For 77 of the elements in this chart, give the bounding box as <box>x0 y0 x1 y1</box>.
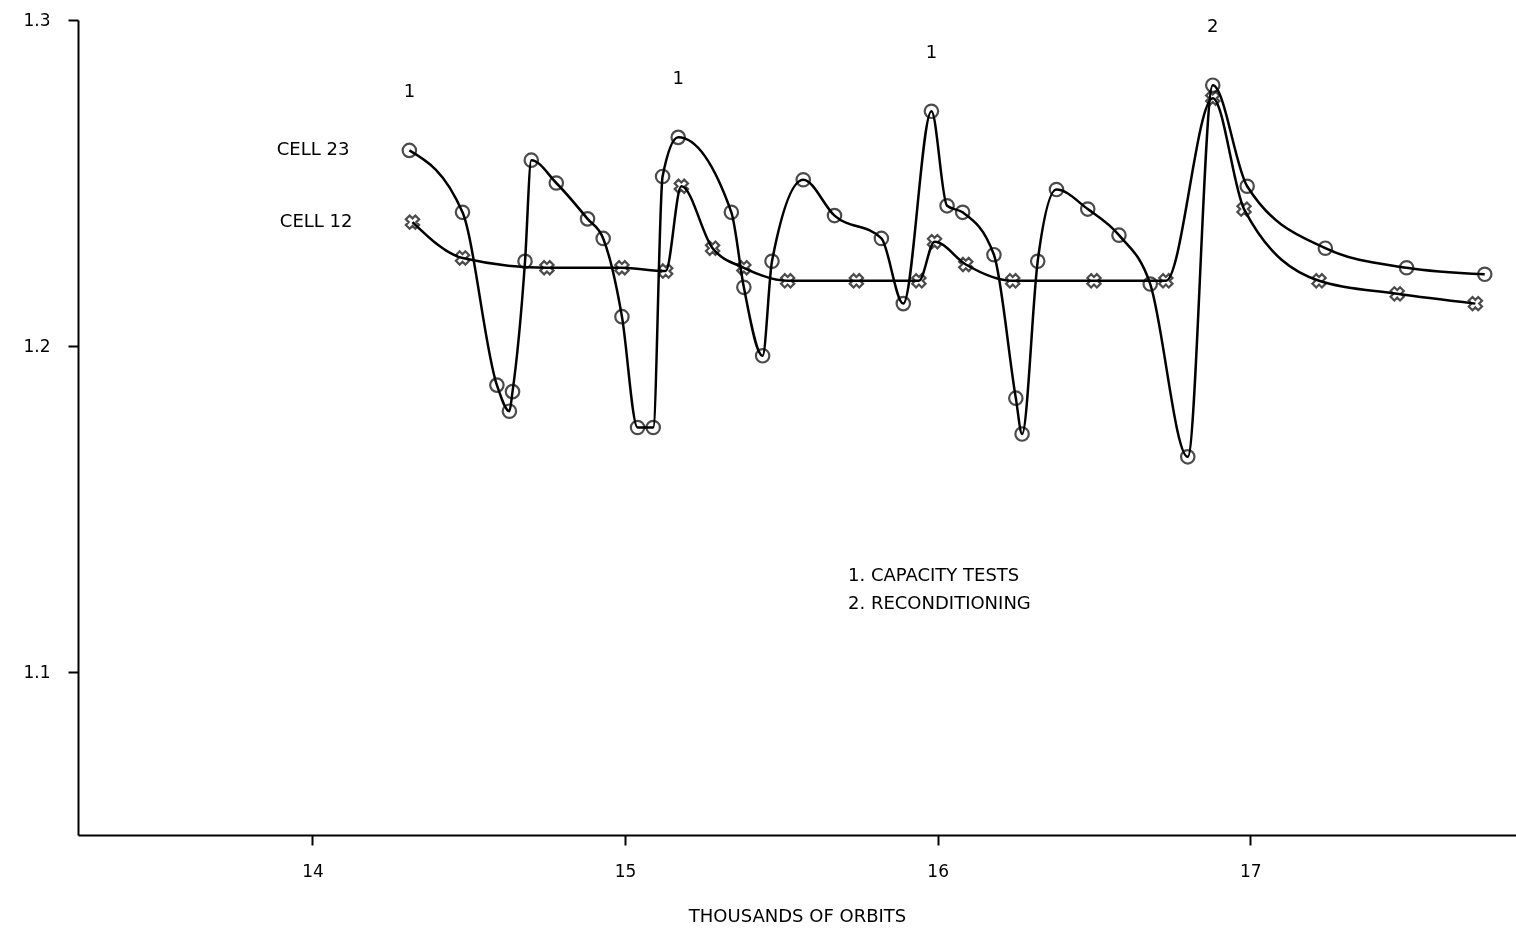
point <box>501 403 518 419</box>
annotation: 1 <box>925 41 938 63</box>
point <box>1239 178 1255 195</box>
point <box>1079 201 1096 217</box>
y-tick-label: 1.2 <box>23 335 51 356</box>
point <box>1236 201 1252 217</box>
point <box>764 253 780 270</box>
point <box>401 142 418 159</box>
point <box>614 260 630 276</box>
x-tick-label: 17 <box>1239 860 1262 881</box>
point <box>454 250 471 266</box>
point <box>548 175 565 191</box>
point <box>1179 449 1196 465</box>
point <box>629 419 646 436</box>
point <box>454 204 471 221</box>
point <box>986 246 1002 263</box>
point <box>517 253 533 270</box>
point <box>1398 259 1415 276</box>
point <box>504 383 521 400</box>
point <box>736 260 752 276</box>
point <box>1008 390 1024 406</box>
text: CELL 23 <box>276 138 350 160</box>
x-axis-title: THOUSANDS OF ORBITS <box>687 904 907 926</box>
point <box>595 230 611 247</box>
point <box>1048 181 1065 198</box>
point <box>1086 273 1102 289</box>
point <box>895 295 912 312</box>
point <box>1205 90 1221 106</box>
point <box>926 233 943 250</box>
point <box>754 347 771 364</box>
point <box>848 273 865 289</box>
annotation: 2. RECONDITIONING <box>848 592 1031 613</box>
point <box>795 171 812 188</box>
point <box>1142 276 1159 292</box>
point <box>673 178 690 194</box>
annotation: 1 <box>403 80 416 102</box>
point <box>779 273 796 289</box>
point <box>1158 273 1174 289</box>
point <box>1204 77 1221 93</box>
point <box>1111 227 1127 243</box>
annotation: 1. CAPACITY TESTS <box>848 564 1020 585</box>
x-tick-label: 14 <box>302 860 324 881</box>
point <box>523 152 540 168</box>
point <box>539 260 555 276</box>
y-tick-label: 1.3 <box>23 9 51 30</box>
point <box>911 273 927 289</box>
point <box>404 214 421 230</box>
point <box>1029 253 1046 270</box>
y-tick-label: 1.1 <box>23 661 51 682</box>
x-tick-label: 16 <box>927 860 949 881</box>
point <box>1317 240 1334 256</box>
point <box>923 103 940 120</box>
point <box>654 168 671 185</box>
point <box>736 279 752 296</box>
point <box>614 308 630 325</box>
point <box>1004 273 1021 289</box>
annotation: 2 <box>1207 15 1219 37</box>
point <box>1389 286 1405 302</box>
point <box>1014 426 1030 442</box>
point <box>1476 266 1493 283</box>
point <box>579 211 596 227</box>
point <box>1311 273 1327 289</box>
x-tick-label: 15 <box>614 860 637 881</box>
point <box>489 377 505 393</box>
point <box>958 256 974 273</box>
point <box>670 129 687 146</box>
point <box>826 207 843 224</box>
point <box>723 204 740 221</box>
point <box>939 198 955 214</box>
text: CELL 12 <box>279 210 353 232</box>
point <box>657 263 674 279</box>
point <box>645 419 662 436</box>
annotation: 1 <box>672 67 684 89</box>
point <box>954 204 971 221</box>
point <box>873 230 890 247</box>
point <box>704 240 721 256</box>
point <box>1467 295 1484 312</box>
